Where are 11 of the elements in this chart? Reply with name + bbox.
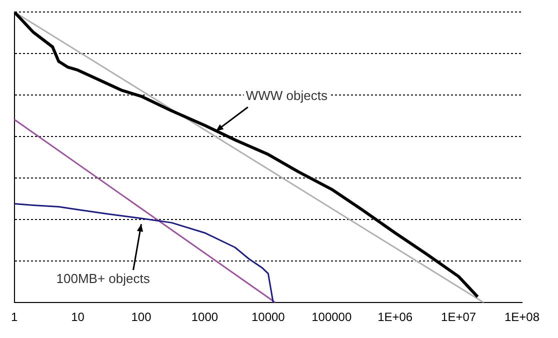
x-tick-label: 1000	[191, 310, 218, 324]
annotation: WWW objects	[246, 88, 328, 104]
x-tick-label: 1E+08	[504, 310, 540, 324]
x-tick-label: 100000	[312, 310, 352, 324]
x-tick-label: 10	[71, 310, 85, 324]
annotation: 100MB+ objects	[56, 271, 150, 286]
x-tick-label: 1E+07	[441, 310, 476, 324]
x-tick-label: 10000	[251, 310, 286, 324]
x-tick-label: 1	[10, 310, 18, 324]
x-tick-label: 1E+06	[378, 310, 413, 324]
x-tick-label: 100	[131, 310, 152, 324]
